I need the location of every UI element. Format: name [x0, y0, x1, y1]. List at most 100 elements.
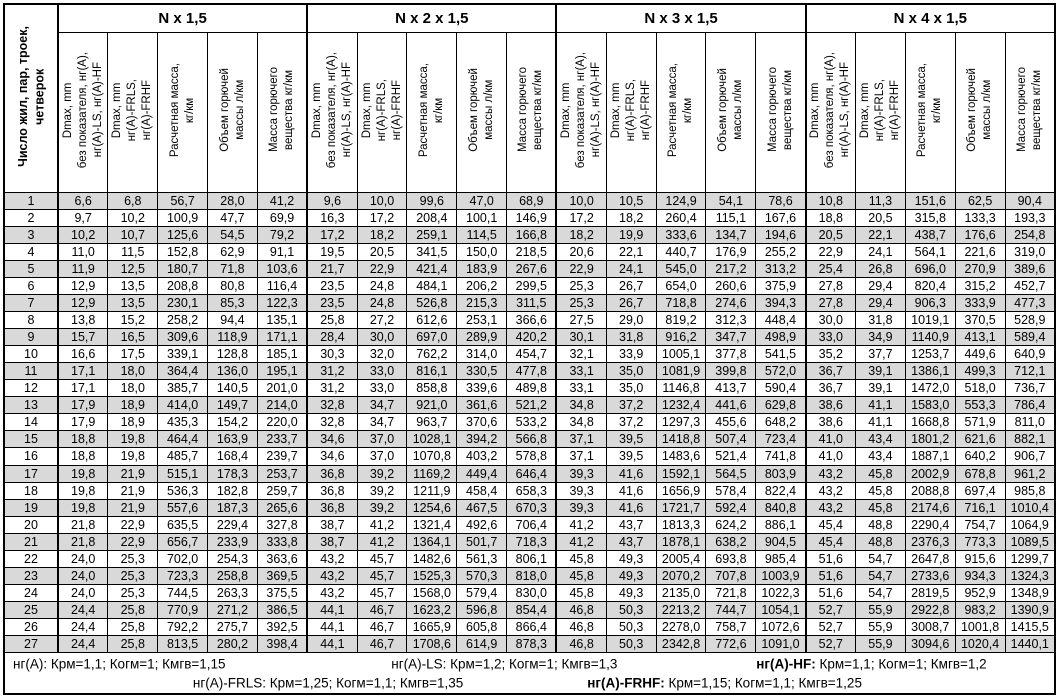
- cell: 916,2: [655, 328, 707, 347]
- row-number: 10: [3, 345, 59, 364]
- cell: 17,1: [57, 362, 109, 381]
- cell: 420,2: [506, 328, 557, 347]
- cell: 2922,8: [904, 600, 956, 619]
- column-header-label: Dmax, mm без показателя, нг(А), нг(А)-LS…: [61, 51, 104, 169]
- cell: 1390,9: [1004, 600, 1056, 619]
- group-header-nx3x15: N x 3 x 1,5: [555, 3, 807, 33]
- cell: 255,2: [755, 243, 807, 262]
- cell: 36,7: [804, 379, 856, 398]
- cell: 51,6: [804, 566, 856, 585]
- column-header-label: Объем горючей массы л/км: [966, 68, 994, 152]
- cell: 1801,2: [904, 430, 956, 449]
- cell: 24,8: [356, 294, 408, 313]
- cell: 21,7: [306, 260, 358, 279]
- cell: 44,1: [306, 617, 358, 636]
- cell: 52,7: [804, 600, 856, 619]
- cell: 24,4: [57, 600, 109, 619]
- cell: 906,3: [904, 294, 956, 313]
- cell: 41,0: [804, 447, 856, 466]
- cell: 44,1: [306, 600, 358, 619]
- cell: 9,7: [57, 209, 109, 228]
- table-row: 8 13,8 15,2 258,2 94,4 135,1 25,8 27,2 612,6 253,…: [3, 311, 1056, 330]
- cell: 254,3: [207, 549, 258, 568]
- cell: 32,8: [306, 413, 358, 432]
- table-row: 16 18,8 19,8 485,7 168,4 239,7 34,6 37,0 1070,8 4…: [3, 447, 1056, 466]
- cell: 29,4: [855, 294, 906, 313]
- table-row: 23 24,0 25,3 723,3 258,8 369,5 43,2 45,7 1525,3 5…: [3, 566, 1056, 585]
- cell: 36,8: [306, 498, 358, 517]
- table-row: 5 11,9 12,5 180,7 71,8 103,6 21,7 22,9 421,4 183,…: [3, 260, 1056, 279]
- cell: 45,7: [356, 549, 408, 568]
- cell: 792,2: [157, 617, 209, 636]
- cell: 392,5: [256, 617, 308, 636]
- cell: 47,7: [207, 209, 258, 228]
- row-number: 16: [3, 447, 59, 466]
- cell: 9,6: [306, 191, 358, 211]
- table-row: 1 6,6 6,8 56,7 28,0 41,2 9,6 10,0 99,6 47,0 68,9 10…: [3, 191, 1056, 211]
- cell: 17,9: [57, 396, 109, 415]
- cell: 438,7: [904, 226, 956, 245]
- cell: 299,5: [506, 277, 557, 296]
- row-number: 9: [3, 328, 59, 347]
- footnote-label: нг(А):: [13, 656, 48, 671]
- cell: 1232,4: [655, 396, 707, 415]
- cell: 289,9: [456, 328, 508, 347]
- cell: 333,8: [256, 532, 308, 551]
- row-number: 4: [3, 243, 59, 262]
- cell: 125,6: [157, 226, 209, 245]
- cell: 614,9: [456, 634, 508, 654]
- cell: 116,4: [256, 277, 308, 296]
- cell: 46,7: [356, 634, 408, 654]
- cell: 10,0: [555, 191, 607, 211]
- cell: 25,8: [107, 617, 159, 636]
- cell: 20,5: [804, 226, 856, 245]
- cell: 29,0: [605, 311, 657, 330]
- cell: 1568,0: [406, 583, 458, 602]
- column-header-label: Dmax, mm без показателя, нг(А), нг(А)-LS…: [809, 51, 852, 169]
- cell: 54,7: [855, 566, 906, 585]
- cell: 366,6: [506, 311, 557, 330]
- cell: 10,7: [107, 226, 159, 245]
- cell: 39,2: [356, 464, 408, 483]
- cell: 744,5: [157, 583, 209, 602]
- cell: 34,9: [855, 328, 906, 347]
- column-header: Объем горючей массы л/км: [207, 32, 258, 193]
- cell: 315,2: [954, 277, 1006, 296]
- column-header: Объем горючей массы л/км: [954, 32, 1006, 193]
- cell: 985,8: [1004, 481, 1056, 500]
- cell: 1415,5: [1004, 617, 1056, 636]
- cell: 1324,3: [1004, 566, 1056, 585]
- cell: 1482,6: [406, 549, 458, 568]
- cell: 854,4: [506, 600, 557, 619]
- cell: 449,4: [456, 464, 508, 483]
- cell: 45,8: [855, 498, 906, 517]
- cell: 477,8: [506, 362, 557, 381]
- cell: 45,8: [555, 549, 607, 568]
- cell: 934,3: [954, 566, 1006, 585]
- cell: 526,8: [406, 294, 458, 313]
- cell: 194,6: [755, 226, 807, 245]
- cell: 758,7: [705, 617, 757, 636]
- table-row: 2 9,7 10,2 100,9 47,7 69,9 16,3 17,2 208,4 100,1 1…: [3, 209, 1056, 228]
- cell: 178,3: [207, 464, 258, 483]
- cell: 118,9: [207, 328, 258, 347]
- column-header: Объем горючей массы л/км: [456, 32, 508, 193]
- cell: 578,4: [705, 481, 757, 500]
- column-header: Dmax, mm нг(А)-FRLS, нг(А)-FRHF: [107, 32, 159, 193]
- cell: 32,8: [306, 396, 358, 415]
- column-header-label: Масса горючего вещества кг/км: [766, 67, 794, 153]
- cell: 18,8: [57, 430, 109, 449]
- cell: 71,8: [207, 260, 258, 279]
- cell: 115,1: [705, 209, 757, 228]
- cell: 592,4: [705, 498, 757, 517]
- cell: 1064,9: [1004, 515, 1056, 534]
- cell: 39,3: [555, 464, 607, 483]
- cell: 2213,2: [655, 600, 707, 619]
- cell: 146,9: [506, 209, 557, 228]
- cell: 697,4: [954, 481, 1006, 500]
- cell: 33,1: [555, 379, 607, 398]
- cell: 744,7: [705, 600, 757, 619]
- cell: 215,3: [456, 294, 508, 313]
- corner-header-label: Число жил, пар, троек, четверок: [15, 26, 46, 167]
- row-number: 13: [3, 396, 59, 415]
